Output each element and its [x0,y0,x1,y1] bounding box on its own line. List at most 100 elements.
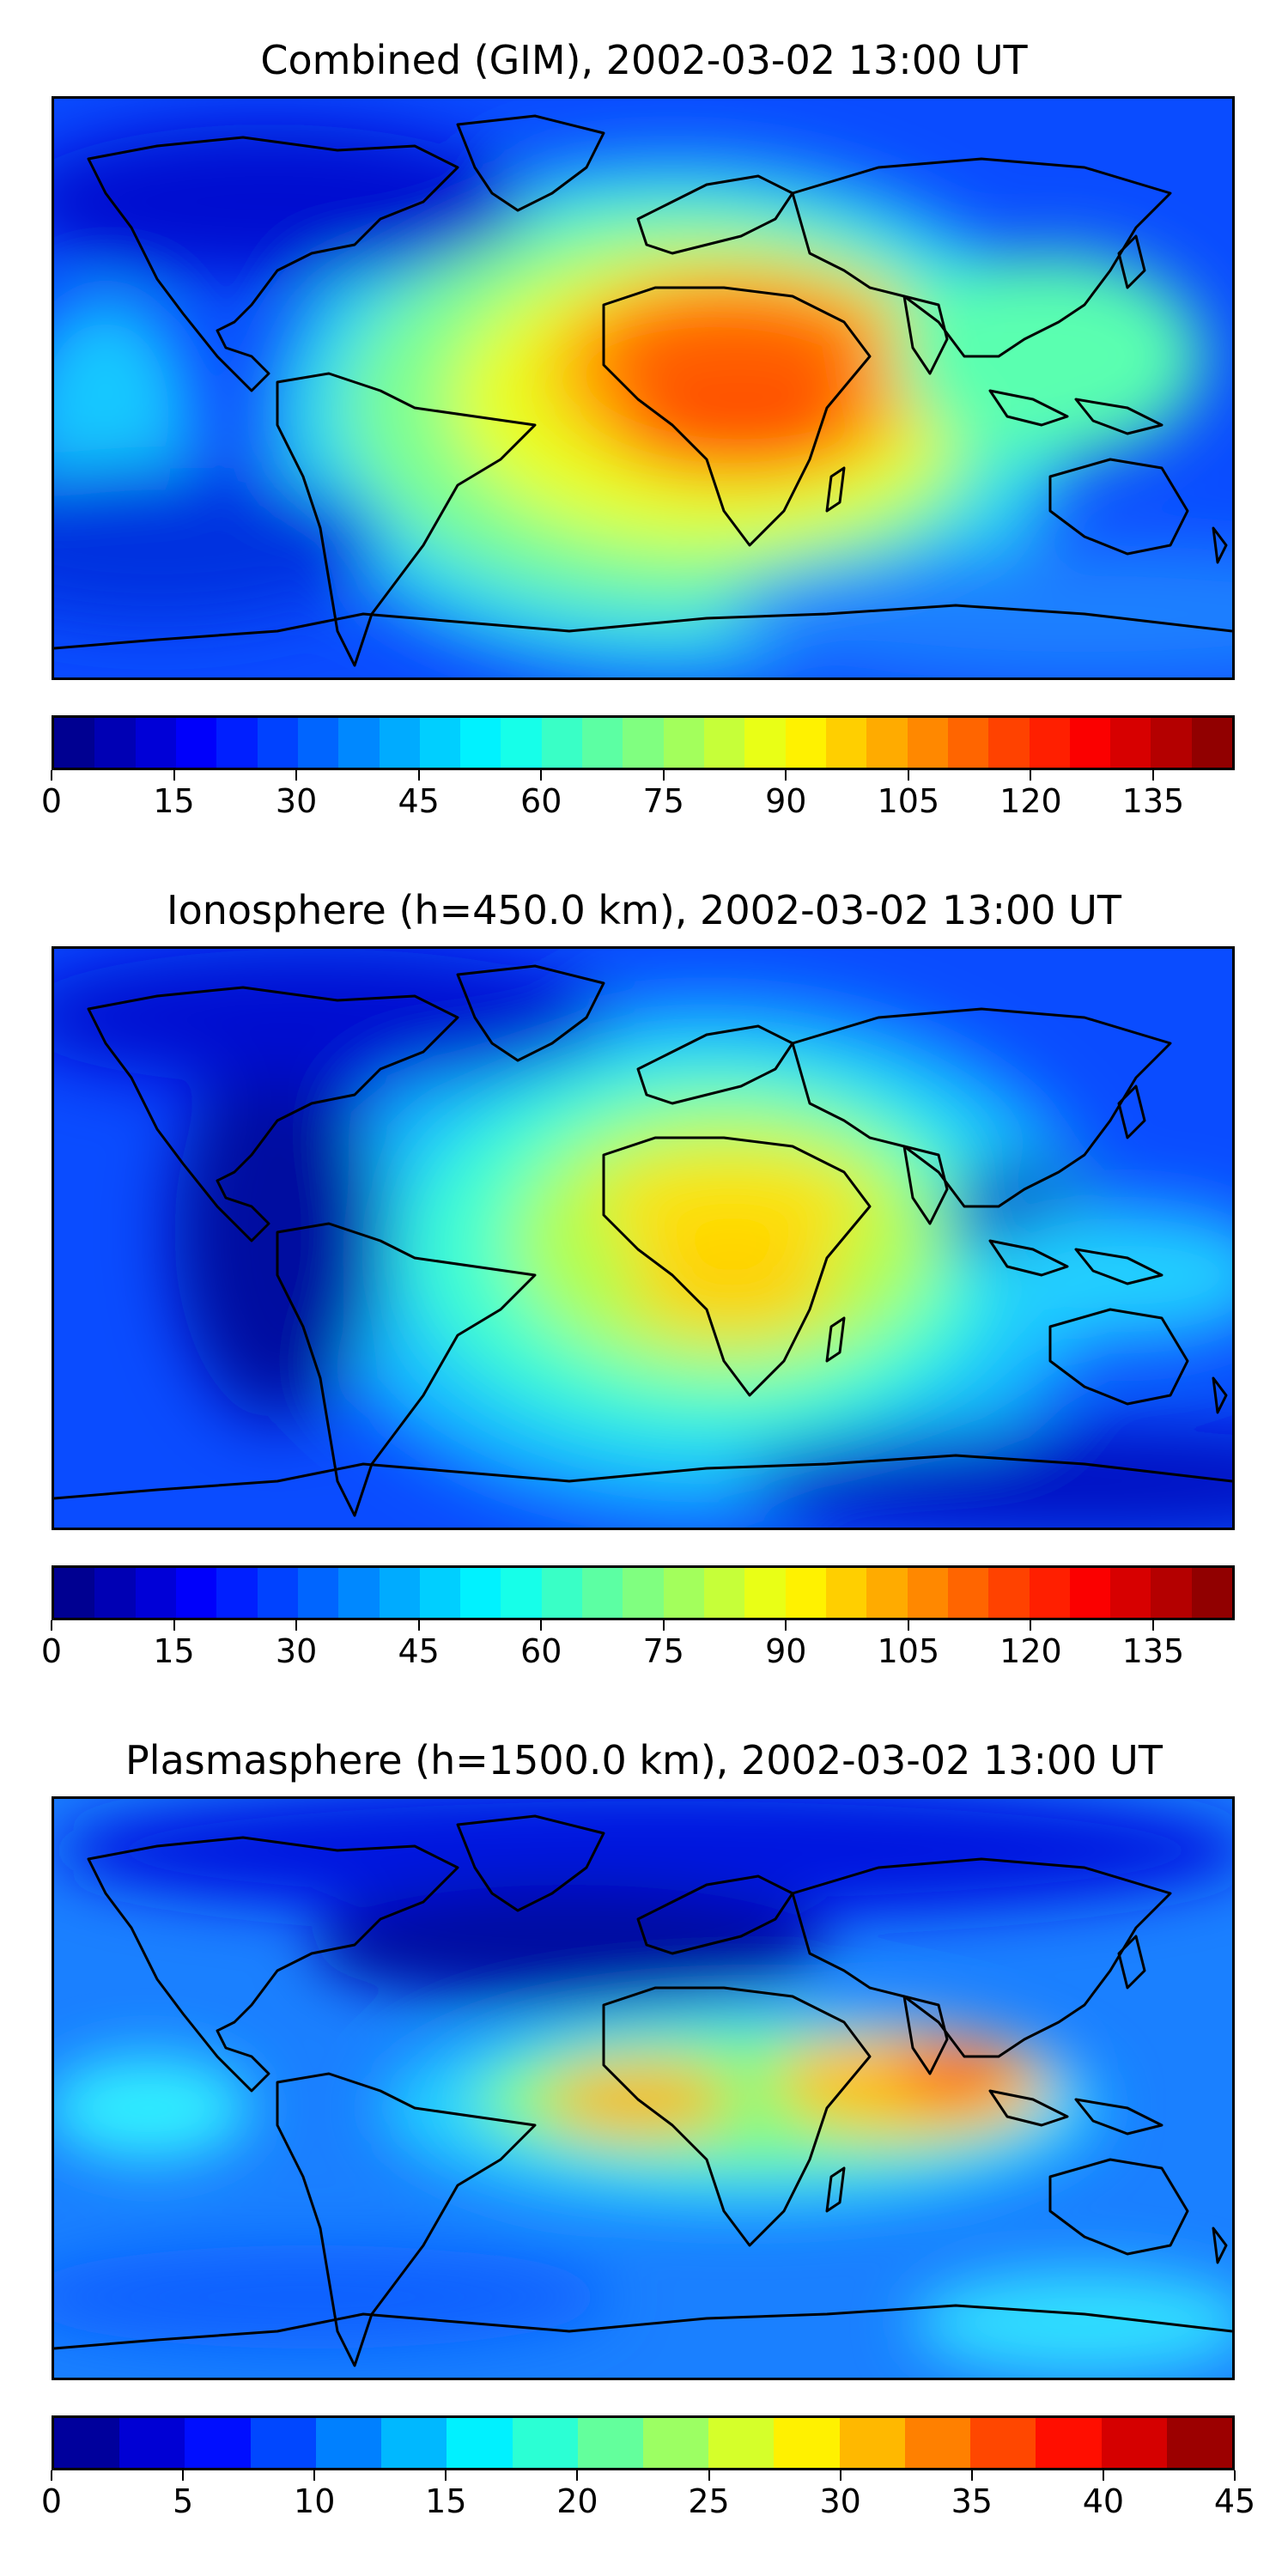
colorbar-tick-label: 30 [275,1632,318,1670]
colorbar-level [250,2418,316,2468]
colorbar-level [577,2418,643,2468]
colorbar-level [419,718,461,768]
colorbar-tick [785,770,787,781]
colorbar-level [582,718,623,768]
colorbar-level [642,2418,709,2468]
colorbar-tick-label: 45 [398,782,440,820]
colorbar-tick [173,1620,175,1631]
colorbar-level [704,1568,745,1618]
colorbar-level [744,1568,786,1618]
colorbar-tick-label: 30 [275,782,318,820]
colorbar-level [541,718,583,768]
colorbar-level [54,2418,120,2468]
colorbar-tick-label: 30 [819,2482,861,2520]
colorbar-level [447,2418,513,2468]
colorbar-level [541,1568,583,1618]
colorbar-level [825,718,867,768]
panel-3-colorbar [52,2415,1235,2470]
colorbar-tick [51,2470,52,2481]
colorbar-level [94,718,136,768]
colorbar-tick-label: 75 [642,782,684,820]
colorbar-tick-label: 135 [1121,782,1185,820]
colorbar-level [419,1568,461,1618]
colorbar-tick [417,1620,420,1631]
colorbar-level [1191,718,1233,768]
colorbar-level [94,1568,136,1618]
panel-2-colorbar-ticks: 0 15 30 45 60 75 90 105 120 135 [41,1620,1235,1670]
colorbar-level [947,1568,989,1618]
colorbar-level [825,1568,867,1618]
colorbar-tick [785,1620,787,1631]
panel-2-colorbar [52,1565,1235,1620]
colorbar-tick-label: 10 [294,2482,336,2520]
colorbar-tick [295,770,298,781]
colorbar-level [988,1568,1030,1618]
colorbar-level [1151,718,1192,768]
colorbar-tick [576,2470,579,2481]
panel-1-map [52,96,1235,680]
colorbar-tick [839,2470,841,2481]
colorbar-level [663,1568,704,1618]
colorbar-tick [1234,2470,1236,2481]
colorbar-tick [51,770,52,781]
colorbar-level [744,718,786,768]
colorbar-level [1191,1568,1233,1618]
colorbar-level [907,718,948,768]
colorbar-level [257,718,298,768]
colorbar-tick-label: 45 [398,1632,440,1670]
colorbar-level [785,718,826,768]
colorbar-tick-label: 15 [153,1632,195,1670]
colorbar-tick [295,1620,298,1631]
colorbar-level [501,1568,542,1618]
colorbar-tick-label: 40 [1082,2482,1125,2520]
colorbar-level [866,1568,908,1618]
colorbar-level [907,1568,948,1618]
colorbar-level [1110,718,1151,768]
colorbar-tick-label: 75 [642,1632,684,1670]
colorbar-level [175,718,217,768]
colorbar-tick-label: 25 [688,2482,730,2520]
colorbar-tick-label: 35 [951,2482,993,2520]
colorbar-level [663,718,704,768]
colorbar-level [623,1568,664,1618]
colorbar-level [1101,2418,1167,2468]
colorbar-level [1029,718,1070,768]
colorbar-tick-label: 105 [877,1632,940,1670]
colorbar-level [379,1568,420,1618]
colorbar-level [1069,1568,1111,1618]
colorbar-tick [1030,1620,1032,1631]
colorbar-tick-label: 120 [999,782,1062,820]
colorbar-level [460,1568,501,1618]
colorbar-level [988,718,1030,768]
colorbar-tick-label: 15 [153,782,195,820]
colorbar-tick-label: 15 [425,2482,467,2520]
colorbar-level [866,718,908,768]
colorbar-level [708,2418,775,2468]
colorbar-level [315,2418,382,2468]
colorbar-tick [313,2470,316,2481]
panel-2-title: Ionosphere (h=450.0 km), 2002-03-02 13:0… [167,887,1121,933]
colorbar-tick [417,770,420,781]
colorbar-level [1166,2418,1232,2468]
colorbar-level [297,718,339,768]
colorbar-tick [1151,1620,1154,1631]
colorbar-tick [182,2470,185,2481]
colorbar-tick-label: 60 [520,1632,562,1670]
colorbar-tick-label: 60 [520,782,562,820]
colorbar-tick [907,1620,909,1631]
colorbar-level [785,1568,826,1618]
panel-1-title: Combined (GIM), 2002-03-02 13:00 UT [260,37,1028,83]
colorbar-tick [173,770,175,781]
colorbar-tick-label: 0 [40,2482,63,2520]
colorbar-tick [708,2470,710,2481]
colorbar-level [512,2418,578,2468]
colorbar-tick [445,2470,447,2481]
colorbar-level [460,718,501,768]
colorbar-tick-label: 0 [40,782,63,820]
panel-3-colorbar-ticks: 0 5 10 15 20 25 30 35 40 45 [41,2470,1255,2520]
colorbar-tick [907,770,909,781]
colorbar-tick-label: 20 [556,2482,598,2520]
colorbar-tick [1151,770,1154,781]
colorbar-tick [662,770,665,781]
colorbar-tick [540,1620,543,1631]
